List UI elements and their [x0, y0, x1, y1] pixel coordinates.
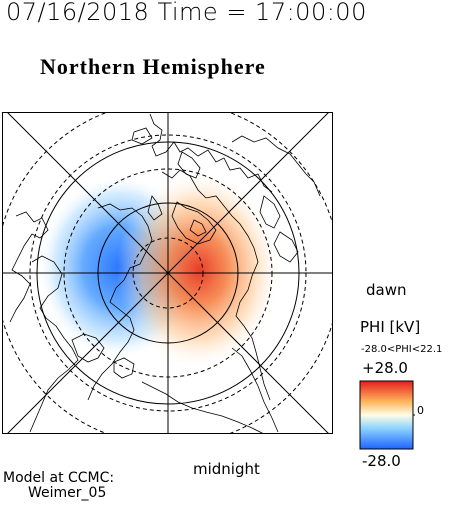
colorbar-max-label: +28.0	[362, 359, 408, 377]
hemisphere-title: Northern Hemisphere	[40, 54, 266, 79]
model-credit-line2: Weimer_05	[28, 485, 107, 501]
map-frame	[2, 112, 333, 434]
coastlines	[9, 113, 321, 434]
colorbar	[359, 380, 415, 450]
potential-cells	[38, 170, 281, 370]
date-time-title: 07/16/2018 Time = 17:00:00	[6, 0, 367, 26]
colorbar-quantity: PHI [kV]	[360, 318, 421, 336]
dawn-label: dawn	[366, 281, 407, 299]
midnight-label: midnight	[193, 460, 260, 478]
polar-potential-map	[2, 112, 333, 434]
colorbar-range: -28.0<PHI<22.1	[361, 344, 443, 355]
dawn-positive-cell	[117, 170, 281, 370]
colorbar-zero-tick: 0	[417, 404, 424, 417]
meridians	[2, 112, 333, 434]
colorbar-min-label: -28.0	[362, 452, 401, 470]
model-credit-line1: Model at CCMC:	[3, 470, 115, 486]
